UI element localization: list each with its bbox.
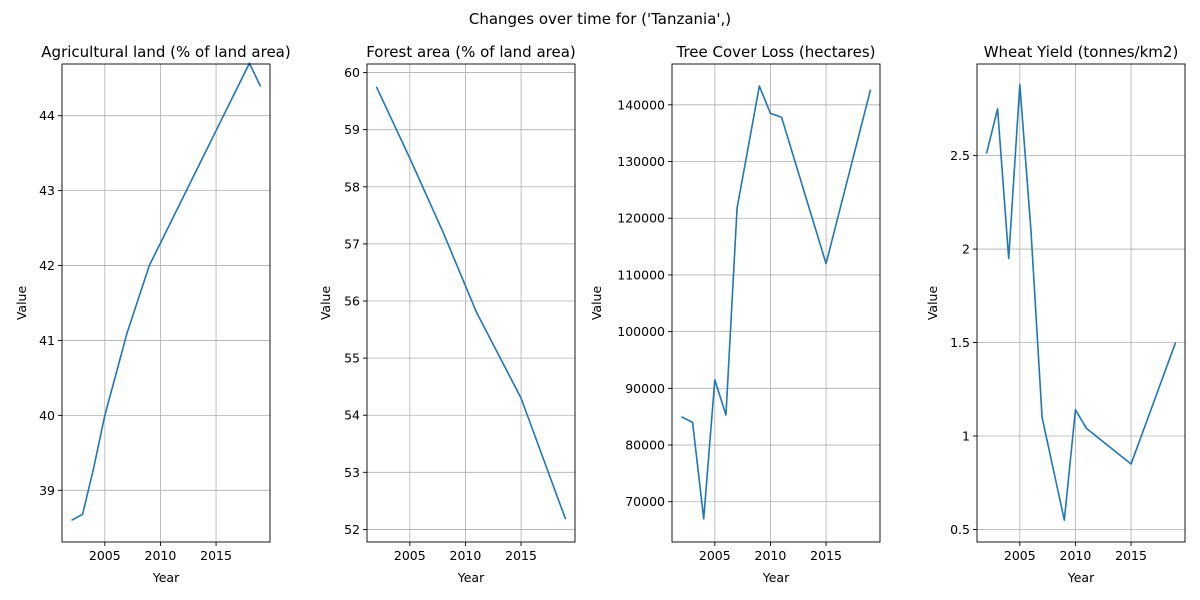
- y-tick-label: 39: [39, 483, 55, 498]
- x-tick-label: 2005: [89, 548, 121, 563]
- x-tick-label: 2010: [145, 548, 177, 563]
- y-axis-label: Value: [589, 286, 604, 321]
- y-tick-label: 140000: [617, 97, 665, 112]
- x-tick-label: 2010: [755, 548, 787, 563]
- subplot-title: Agricultural land (% of land area): [41, 43, 290, 61]
- y-tick-label: 2: [962, 242, 970, 257]
- y-tick-label: 70000: [625, 494, 665, 509]
- y-axis-label: Value: [925, 286, 940, 321]
- y-tick-label: 110000: [617, 267, 665, 282]
- x-axis-label: Year: [1067, 570, 1095, 585]
- subplot-2: 2005 2010 2015 52 53 54 55 56 57 58 59 60 Forest are…: [318, 43, 576, 585]
- x-tick-label: 2005: [1004, 548, 1036, 563]
- axes-frame: [366, 63, 576, 543]
- y-tick-label: 130000: [617, 154, 665, 169]
- y-tick-label: 100000: [617, 324, 665, 339]
- y-tick-label: 59: [344, 122, 360, 137]
- x-tick-label: 2010: [1060, 548, 1092, 563]
- x-tick-label: 2015: [200, 548, 232, 563]
- y-tick-label: 58: [344, 179, 360, 194]
- subplot-3: 2005 2010 2015 70000 80000 90000 100000 110000 1…: [589, 43, 881, 585]
- x-tick-label: 2005: [394, 548, 426, 563]
- x-axis-label: Year: [457, 570, 485, 585]
- series-line: [985, 83, 1177, 521]
- x-tick-label: 2015: [810, 548, 842, 563]
- axes-frame: [976, 63, 1186, 543]
- subplot-title: Wheat Yield (tonnes/km2): [984, 43, 1179, 61]
- y-axis-label: Value: [14, 286, 29, 321]
- y-axis-label: Value: [318, 286, 333, 321]
- subplot-title: Forest area (% of land area): [366, 43, 576, 61]
- subplot-4: 2005 2010 2015 0.5 1 1.5 2 2.5 Wheat Yield (tonn…: [925, 43, 1186, 585]
- y-tick-label: 53: [344, 465, 360, 480]
- y-tick-label: 80000: [625, 438, 665, 453]
- subplot-title: Tree Cover Loss (hectares): [675, 43, 875, 61]
- y-tick-label: 44: [39, 108, 55, 123]
- x-tick-label: 2015: [1115, 548, 1147, 563]
- figure-suptitle: Changes over time for ('Tanzania',): [469, 10, 731, 28]
- axes-frame: [61, 63, 271, 543]
- y-tick-label: 54: [344, 408, 360, 423]
- y-tick-label: 42: [39, 258, 55, 273]
- y-tick-label: 40: [39, 408, 55, 423]
- x-tick-label: 2010: [450, 548, 482, 563]
- y-tick-label: 1.5: [950, 335, 970, 350]
- series-line: [681, 85, 872, 520]
- y-tick-label: 56: [344, 294, 360, 309]
- series-line: [71, 62, 262, 521]
- y-tick-label: 41: [39, 333, 55, 348]
- charts-container: 2005 2010 2015 39 40 41 42 43 44 Agricultural lan…: [14, 43, 1186, 585]
- subplot-1: 2005 2010 2015 39 40 41 42 43 44 Agricultural lan…: [14, 43, 291, 585]
- x-tick-label: 2005: [699, 548, 731, 563]
- y-tick-label: 52: [344, 522, 360, 537]
- x-axis-label: Year: [762, 570, 790, 585]
- y-tick-label: 90000: [625, 381, 665, 396]
- y-tick-label: 57: [344, 236, 360, 251]
- x-tick-label: 2015: [505, 548, 537, 563]
- y-tick-label: 55: [344, 351, 360, 366]
- axes-frame: [671, 63, 881, 543]
- y-tick-label: 60: [344, 65, 360, 80]
- series-line: [375, 86, 567, 520]
- y-tick-label: 43: [39, 183, 55, 198]
- y-tick-label: 2.5: [950, 148, 970, 163]
- y-tick-label: 120000: [617, 211, 665, 226]
- x-axis-label: Year: [152, 570, 180, 585]
- y-tick-label: 1: [962, 429, 970, 444]
- y-tick-label: 0.5: [950, 522, 970, 537]
